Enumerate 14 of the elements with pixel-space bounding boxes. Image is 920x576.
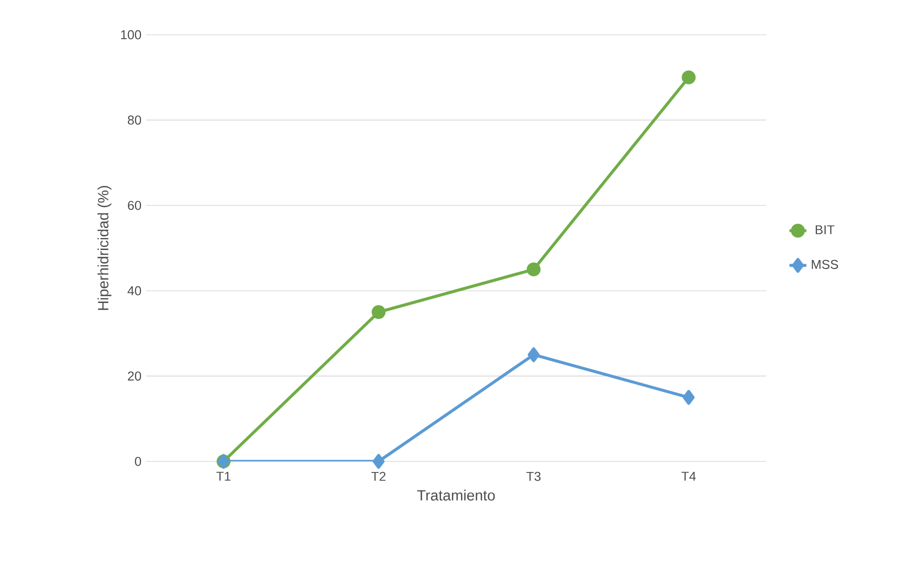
y-tick-label: 20 — [128, 371, 142, 380]
legend-label: BIT — [816, 225, 834, 234]
x-axis-title: Tratamiento — [417, 489, 495, 500]
y-tick-label: 40 — [128, 286, 142, 296]
y-tick-label: 60 — [128, 200, 142, 210]
y-axis-title: Hiperhidricidad (%) — [98, 186, 112, 310]
x-tick-label: T1 — [216, 472, 230, 480]
x-tick-label: T2 — [371, 472, 386, 481]
y-tick-label: 0 — [134, 456, 142, 466]
y-tick-label: 100 — [121, 30, 142, 40]
y-tick-label: 80 — [128, 115, 142, 124]
x-tick-label: T4 — [681, 472, 696, 480]
legend-label: MSS — [812, 260, 838, 269]
x-tick-label: T3 — [526, 472, 541, 481]
